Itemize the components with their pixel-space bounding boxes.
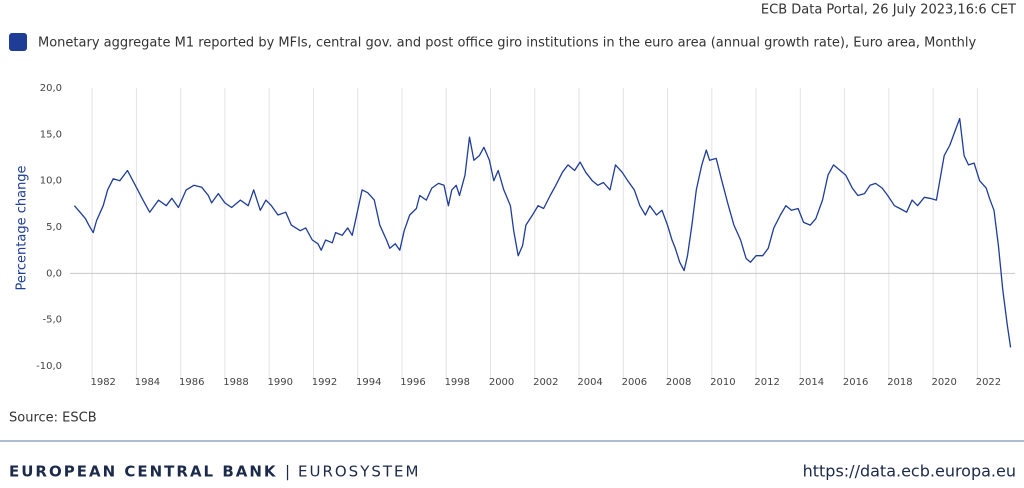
y-tick-label: 10,0 — [40, 176, 62, 187]
x-tick-label: 1986 — [179, 377, 204, 388]
y-axis-label: Percentage change — [15, 165, 30, 290]
footer-system: EUROSYSTEM — [298, 463, 420, 481]
y-tick-label: 0,0 — [46, 268, 62, 279]
x-tick-label: 2002 — [533, 377, 558, 388]
x-tick-label: 2020 — [931, 377, 956, 388]
x-tick-label: 1998 — [445, 377, 470, 388]
legend-swatch — [9, 33, 27, 51]
x-tick-label: 2012 — [754, 377, 779, 388]
series-line — [73, 117, 1012, 348]
portal-stamp: ECB Data Portal, 26 July 2023,16:6 CET — [761, 3, 1016, 18]
footer-bank: EUROPEAN CENTRAL BANK — [9, 463, 278, 481]
source-note: Source: ESCB — [9, 411, 97, 426]
footer-separator: | — [285, 463, 290, 481]
x-tick-label: 1984 — [135, 377, 160, 388]
x-tick-label: 1994 — [356, 377, 381, 388]
x-tick-label: 2010 — [710, 377, 735, 388]
x-tick-label: 1990 — [268, 377, 293, 388]
footer-url[interactable]: https://data.ecb.europa.eu — [803, 462, 1016, 481]
x-tick-label: 1992 — [312, 377, 337, 388]
x-tick-label: 1982 — [90, 377, 115, 388]
x-tick-label: 2008 — [666, 377, 691, 388]
y-tick-label: -5,0 — [42, 315, 62, 326]
x-tick-label: 2006 — [622, 377, 647, 388]
x-tick-label: 1996 — [400, 377, 425, 388]
x-tick-label: 2000 — [489, 377, 514, 388]
y-tick-label: 20,0 — [40, 83, 62, 94]
y-tick-label: 15,0 — [40, 129, 62, 140]
y-tick-label: 5,0 — [46, 222, 62, 233]
x-tick-label: 2014 — [799, 377, 824, 388]
x-tick-label: 2022 — [976, 377, 1001, 388]
x-tick-label: 2004 — [577, 377, 602, 388]
x-tick-label: 2018 — [887, 377, 912, 388]
x-tick-label: 1988 — [223, 377, 248, 388]
legend-label: Monetary aggregate M1 reported by MFIs, … — [38, 36, 976, 51]
y-tick-label: -10,0 — [36, 361, 62, 372]
x-tick-label: 2016 — [843, 377, 868, 388]
